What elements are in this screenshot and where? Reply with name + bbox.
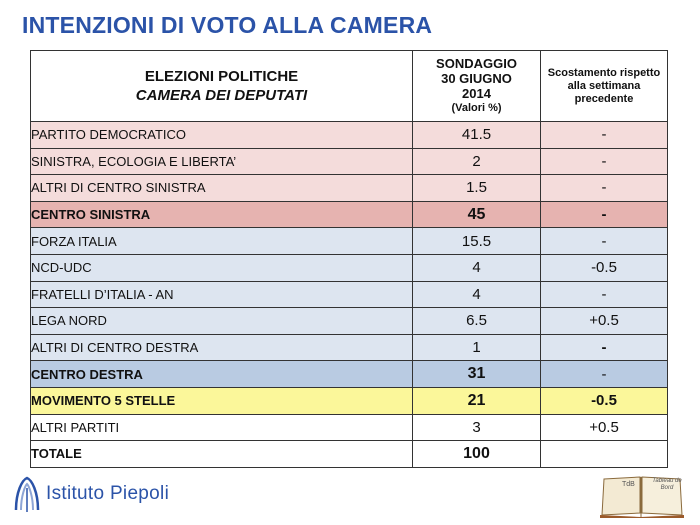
party-delta: +0.5 xyxy=(540,307,668,335)
open-book-icon xyxy=(600,476,684,518)
table-row-subtotal: CENTRO SINISTRA 45 - xyxy=(30,200,668,229)
party-value: 1 xyxy=(412,333,541,362)
party-name: ALTRI DI CENTRO DESTRA xyxy=(30,333,413,362)
party-delta: - xyxy=(540,280,668,309)
table-row: FORZA ITALIA 15.5 - xyxy=(30,227,668,255)
coalition-value: 21 xyxy=(412,386,541,415)
party-value: 15.5 xyxy=(412,227,541,255)
header-election-line2: CAMERA DEI DEPUTATI xyxy=(135,87,308,104)
table-row-subtotal: MOVIMENTO 5 STELLE 21 -0.5 xyxy=(30,386,668,415)
party-delta: - xyxy=(540,174,668,202)
party-value: 6.5 xyxy=(412,307,541,335)
header-change: Scostamento rispetto alla settimana prec… xyxy=(540,50,668,122)
table-row: FRATELLI D’ITALIA - AN 4 - xyxy=(30,280,668,309)
total-value: 100 xyxy=(412,440,541,468)
header-survey-line2: 30 GIUGNO xyxy=(441,71,512,86)
total-delta xyxy=(540,440,668,468)
header-election-line1: ELEZIONI POLITICHE xyxy=(144,68,299,85)
party-name: FORZA ITALIA xyxy=(30,227,413,255)
coalition-name: MOVIMENTO 5 STELLE xyxy=(30,386,413,415)
header-survey-line4: (Valori %) xyxy=(451,102,502,114)
coalition-delta: - xyxy=(540,200,668,229)
party-value: 41.5 xyxy=(412,121,541,149)
party-delta: +0.5 xyxy=(540,413,668,442)
table-row: PARTITO DEMOCRATICO 41.5 - xyxy=(30,121,668,149)
table-row: NCD-UDC 4 -0.5 xyxy=(30,253,668,282)
logo-text: Istituto Piepoli xyxy=(46,483,170,504)
table-row: ALTRI PARTITI 3 +0.5 xyxy=(30,413,668,442)
party-name: NCD-UDC xyxy=(30,253,413,282)
header-election: ELEZIONI POLITICHE CAMERA DEI DEPUTATI xyxy=(30,50,413,122)
tableau-de-bord-book: TdB Tableau de Bord xyxy=(596,473,686,519)
party-value: 4 xyxy=(412,280,541,309)
party-name: PARTITO DEMOCRATICO xyxy=(30,121,413,149)
coalition-name: CENTRO SINISTRA xyxy=(30,200,413,229)
header-survey-line3: 2014 xyxy=(462,86,491,101)
table-row: LEGA NORD 6.5 +0.5 xyxy=(30,307,668,335)
book-label-right: Tableau de Bord xyxy=(652,478,682,491)
party-delta: - xyxy=(540,227,668,255)
book-label-left: TdB xyxy=(622,481,635,488)
party-value: 1.5 xyxy=(412,174,541,202)
header-survey: SONDAGGIO 30 GIUGNO 2014 (Valori %) xyxy=(412,50,541,122)
table-row-subtotal: CENTRO DESTRA 31 - xyxy=(30,360,668,388)
party-name: FRATELLI D’ITALIA - AN xyxy=(30,280,413,309)
party-delta: -0.5 xyxy=(540,253,668,282)
header-survey-line1: SONDAGGIO xyxy=(436,56,517,71)
coalition-delta: -0.5 xyxy=(540,386,668,415)
table-row: ALTRI DI CENTRO DESTRA 1 - xyxy=(30,333,668,362)
table-row: ALTRI DI CENTRO SINISTRA 1.5 - xyxy=(30,174,668,202)
table-row-total: TOTALE 100 xyxy=(30,440,668,468)
coalition-name: CENTRO DESTRA xyxy=(30,360,413,388)
piepoli-logo-icon xyxy=(14,476,40,512)
party-value: 3 xyxy=(412,413,541,442)
page-title: INTENZIONI DI VOTO ALLA CAMERA xyxy=(22,12,433,38)
poll-table: ELEZIONI POLITICHE CAMERA DEI DEPUTATI S… xyxy=(30,50,668,468)
institute-logo: Istituto Piepoli xyxy=(12,474,169,514)
party-name: ALTRI PARTITI xyxy=(30,413,413,442)
coalition-value: 31 xyxy=(412,360,541,388)
coalition-delta: - xyxy=(540,360,668,388)
party-delta: - xyxy=(540,333,668,362)
party-value: 2 xyxy=(412,147,541,176)
party-delta: - xyxy=(540,121,668,149)
party-name: ALTRI DI CENTRO SINISTRA xyxy=(30,174,413,202)
party-value: 4 xyxy=(412,253,541,282)
coalition-value: 45 xyxy=(412,200,541,229)
party-delta: - xyxy=(540,147,668,176)
table-header-row: ELEZIONI POLITICHE CAMERA DEI DEPUTATI S… xyxy=(30,50,668,122)
party-name: LEGA NORD xyxy=(30,307,413,335)
party-name: SINISTRA, ECOLOGIA E LIBERTA’ xyxy=(30,147,413,176)
total-label: TOTALE xyxy=(30,440,413,468)
table-row: SINISTRA, ECOLOGIA E LIBERTA’ 2 - xyxy=(30,147,668,176)
